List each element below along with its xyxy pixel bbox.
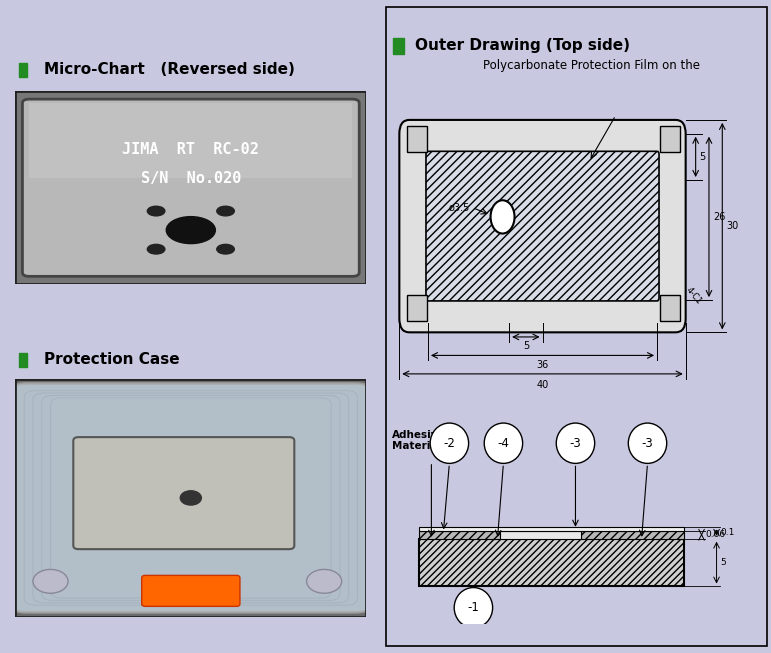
Text: 0.06: 0.06: [705, 530, 726, 539]
Circle shape: [147, 206, 165, 216]
Circle shape: [167, 217, 215, 244]
Bar: [419, 531, 500, 539]
Circle shape: [180, 491, 201, 505]
Text: 36: 36: [537, 360, 549, 370]
Bar: [19, 353, 28, 367]
Bar: [581, 531, 684, 539]
Circle shape: [33, 569, 68, 593]
Text: 30: 30: [726, 221, 739, 231]
Text: Protection Case: Protection Case: [44, 353, 180, 367]
Text: 5: 5: [720, 558, 726, 567]
Text: 5: 5: [523, 341, 529, 351]
Text: S/N  No.020: S/N No.020: [140, 170, 241, 185]
Ellipse shape: [484, 423, 523, 464]
Text: Outer Drawing (Top side): Outer Drawing (Top side): [415, 39, 630, 53]
Text: 40: 40: [537, 380, 549, 390]
Circle shape: [217, 244, 234, 254]
Bar: [660, 295, 680, 321]
Ellipse shape: [628, 423, 667, 464]
Bar: [419, 526, 684, 531]
Text: 5: 5: [699, 152, 706, 162]
FancyBboxPatch shape: [73, 437, 295, 549]
Circle shape: [490, 200, 514, 234]
Circle shape: [147, 244, 165, 254]
Text: -3: -3: [641, 437, 653, 450]
Circle shape: [217, 206, 234, 216]
Ellipse shape: [556, 423, 594, 464]
Bar: [19, 63, 28, 77]
Text: 0.1: 0.1: [720, 528, 735, 537]
Ellipse shape: [430, 423, 469, 464]
Bar: [407, 127, 427, 152]
Bar: [29, 103, 352, 178]
Text: -3: -3: [570, 437, 581, 450]
Text: Polycarbonate Protection Film on the: Polycarbonate Protection Film on the: [483, 59, 700, 72]
FancyBboxPatch shape: [142, 575, 240, 607]
Text: -1: -1: [467, 601, 480, 614]
Bar: [419, 539, 684, 586]
Bar: [407, 295, 427, 321]
Text: Adhesive
Material: Adhesive Material: [392, 430, 446, 451]
Text: Micro-Chart   (Reversed side): Micro-Chart (Reversed side): [44, 63, 295, 77]
Bar: [393, 38, 404, 54]
Text: JIMA  RT  RC-02: JIMA RT RC-02: [123, 142, 259, 157]
Text: 4-C1: 4-C1: [684, 285, 703, 306]
FancyBboxPatch shape: [8, 383, 373, 613]
FancyBboxPatch shape: [426, 151, 659, 301]
Bar: [660, 127, 680, 152]
Text: -2: -2: [443, 437, 456, 450]
FancyBboxPatch shape: [399, 120, 685, 332]
Text: ø3.5: ø3.5: [449, 202, 470, 213]
Circle shape: [307, 569, 342, 593]
Ellipse shape: [454, 588, 493, 628]
Bar: [500, 531, 581, 539]
FancyBboxPatch shape: [22, 99, 359, 276]
Text: -4: -4: [497, 437, 510, 450]
Text: 26: 26: [713, 212, 726, 222]
